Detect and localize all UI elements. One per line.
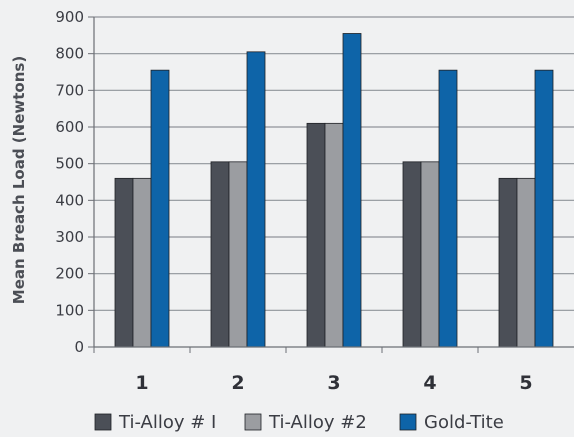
y-tick-label: 800 bbox=[55, 45, 84, 63]
legend: Ti-Alloy # I Ti-Alloy #2 Gold-Tite bbox=[94, 412, 504, 433]
x-category-label: 1 bbox=[135, 372, 148, 394]
bar-2-3 bbox=[324, 122, 344, 348]
bar-1-2 bbox=[210, 161, 230, 348]
y-axis-title: Mean Breach Load (Newtons) bbox=[10, 56, 28, 304]
bar-3-3 bbox=[342, 33, 362, 348]
bar-2-1 bbox=[132, 177, 152, 348]
bar-2-4 bbox=[420, 161, 440, 348]
legend-swatch bbox=[399, 413, 417, 431]
y-tick-label: 500 bbox=[55, 155, 84, 173]
x-category-label: 2 bbox=[231, 372, 244, 394]
legend-label: Ti-Alloy #2 bbox=[268, 412, 367, 433]
legend-swatch bbox=[244, 413, 262, 431]
y-tick-label: 100 bbox=[55, 301, 84, 319]
bar-3-5 bbox=[534, 69, 554, 348]
x-category-label: 5 bbox=[519, 372, 532, 394]
legend-swatch bbox=[94, 413, 112, 431]
y-tick-label: 400 bbox=[55, 191, 84, 209]
bar-3-4 bbox=[438, 69, 458, 348]
bar-2-5 bbox=[516, 177, 536, 348]
y-tick-label: 900 bbox=[55, 8, 84, 26]
y-tick-label: 600 bbox=[55, 118, 84, 136]
y-tick-label: 700 bbox=[55, 81, 84, 99]
bar-3-2 bbox=[246, 51, 266, 348]
bar-1-5 bbox=[498, 177, 518, 348]
bar-1-4 bbox=[402, 161, 422, 348]
y-tick-label: 200 bbox=[55, 265, 84, 283]
bar-1-1 bbox=[114, 177, 134, 348]
y-tick-labels: 0 100 200 300 400 500 600 700 800 900 bbox=[55, 8, 84, 356]
axes bbox=[88, 16, 574, 353]
bar-1-3 bbox=[306, 122, 326, 348]
y-tick-label: 300 bbox=[55, 228, 84, 246]
bars bbox=[114, 33, 554, 348]
legend-label: Gold-Tite bbox=[424, 412, 504, 433]
bar-2-2 bbox=[228, 161, 248, 348]
x-tick-labels: 1 2 3 4 5 bbox=[135, 372, 532, 394]
y-tick-label: 0 bbox=[74, 338, 84, 356]
bar-3-1 bbox=[150, 69, 170, 348]
x-category-label: 4 bbox=[423, 372, 436, 394]
x-category-label: 3 bbox=[327, 372, 340, 394]
legend-label: Ti-Alloy # I bbox=[118, 412, 216, 433]
